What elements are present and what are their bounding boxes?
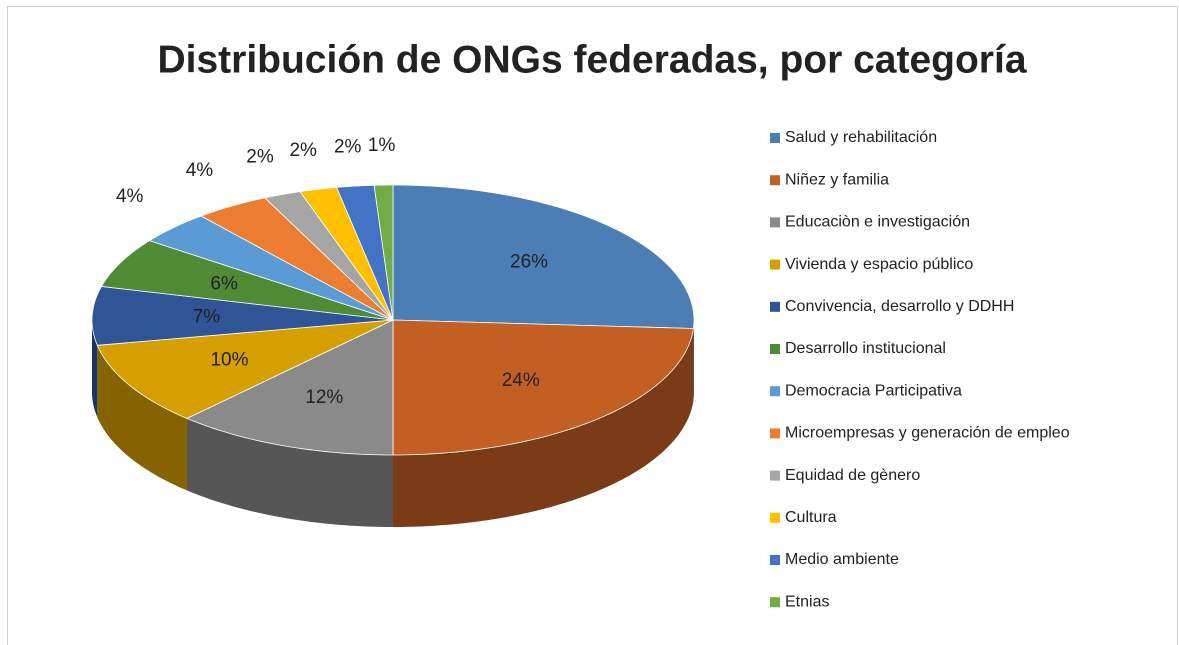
slice: [336, 184, 394, 321]
legend-label: Convivencia, desarrollo y DDHH: [785, 298, 1014, 315]
slice: [96, 319, 394, 419]
legend-label: Niñez y familia: [785, 171, 889, 188]
legend-label: Democracia Participativa: [785, 382, 962, 399]
data-label: 6%: [210, 273, 238, 294]
slice-side: [393, 328, 694, 527]
legend-label: Cultura: [785, 509, 837, 526]
legend-label: Microempresas y generación de empleo: [785, 425, 1070, 442]
legend-swatch: [770, 555, 780, 565]
data-label: 10%: [210, 349, 248, 370]
data-label: 7%: [193, 306, 221, 327]
slice-side: [693, 320, 694, 401]
data-label: 4%: [116, 186, 144, 207]
legend-label: Equidad de gènero: [785, 467, 920, 484]
legend-label: Desarrollo institucional: [785, 340, 946, 357]
slice: [299, 186, 394, 321]
data-label: 26%: [510, 252, 548, 273]
legend-swatch: [770, 386, 780, 397]
legend-swatch: [770, 597, 780, 608]
legend-label: Salud y rehabilitación: [785, 129, 937, 146]
slice: [91, 286, 394, 346]
data-label: 24%: [502, 370, 540, 391]
legend-label: Etnias: [785, 593, 829, 610]
legend-swatch: [770, 259, 780, 270]
slice-side: [92, 320, 98, 418]
legend-label: Vivienda y espacio público: [785, 256, 973, 273]
legend-swatch: [770, 512, 780, 523]
legend-label: Educaciòn e investigación: [785, 214, 970, 231]
data-label: 12%: [305, 387, 343, 408]
legend-swatch: [770, 217, 780, 228]
slice: [373, 184, 394, 321]
data-label: 2%: [289, 140, 317, 161]
slice: [392, 319, 694, 456]
slice-side: [186, 418, 393, 527]
legend-swatch: [770, 175, 780, 186]
data-label: 2%: [246, 146, 274, 167]
chart-title: Distribución de ONGs federadas, por cate…: [157, 38, 1026, 81]
legend-swatch: [770, 470, 780, 481]
slice: [185, 319, 394, 456]
slice-side: [97, 345, 187, 491]
slice: [148, 215, 394, 321]
legend-swatch: [770, 301, 780, 312]
data-label: 2%: [334, 136, 362, 157]
slice: [392, 184, 695, 329]
legend-label: Medio ambiente: [785, 551, 899, 568]
legend-swatch: [770, 344, 780, 354]
slice: [200, 197, 394, 321]
data-label: 4%: [186, 160, 214, 181]
data-label: 1%: [368, 135, 396, 156]
slice: [100, 240, 394, 321]
legend-swatch: [770, 428, 780, 439]
slice: [264, 191, 394, 321]
legend-swatch: [770, 133, 780, 143]
